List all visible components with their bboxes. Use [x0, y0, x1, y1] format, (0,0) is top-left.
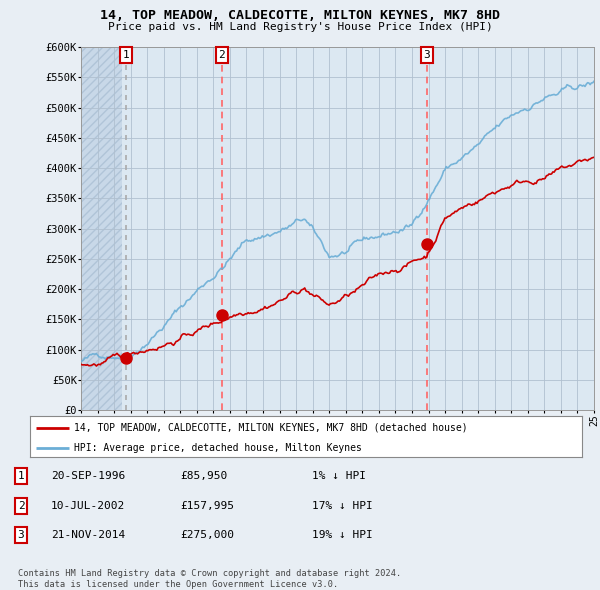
Text: £157,995: £157,995 — [180, 501, 234, 510]
Text: 1: 1 — [17, 471, 25, 481]
Text: Contains HM Land Registry data © Crown copyright and database right 2024.
This d: Contains HM Land Registry data © Crown c… — [18, 569, 401, 589]
Text: HPI: Average price, detached house, Milton Keynes: HPI: Average price, detached house, Milt… — [74, 443, 362, 453]
Text: 2: 2 — [218, 50, 226, 60]
Text: 1% ↓ HPI: 1% ↓ HPI — [312, 471, 366, 481]
Text: 14, TOP MEADOW, CALDECOTTE, MILTON KEYNES, MK7 8HD (detached house): 14, TOP MEADOW, CALDECOTTE, MILTON KEYNE… — [74, 422, 468, 432]
Text: 21-NOV-2014: 21-NOV-2014 — [51, 530, 125, 540]
Text: 3: 3 — [17, 530, 25, 540]
Text: 19% ↓ HPI: 19% ↓ HPI — [312, 530, 373, 540]
Text: 17% ↓ HPI: 17% ↓ HPI — [312, 501, 373, 510]
Text: 3: 3 — [424, 50, 430, 60]
Text: 10-JUL-2002: 10-JUL-2002 — [51, 501, 125, 510]
Text: 1: 1 — [122, 50, 130, 60]
Text: £85,950: £85,950 — [180, 471, 227, 481]
Text: £275,000: £275,000 — [180, 530, 234, 540]
Text: 20-SEP-1996: 20-SEP-1996 — [51, 471, 125, 481]
Text: 2: 2 — [17, 501, 25, 510]
Text: 14, TOP MEADOW, CALDECOTTE, MILTON KEYNES, MK7 8HD: 14, TOP MEADOW, CALDECOTTE, MILTON KEYNE… — [100, 9, 500, 22]
Bar — [81, 47, 122, 410]
Text: Price paid vs. HM Land Registry's House Price Index (HPI): Price paid vs. HM Land Registry's House … — [107, 22, 493, 32]
